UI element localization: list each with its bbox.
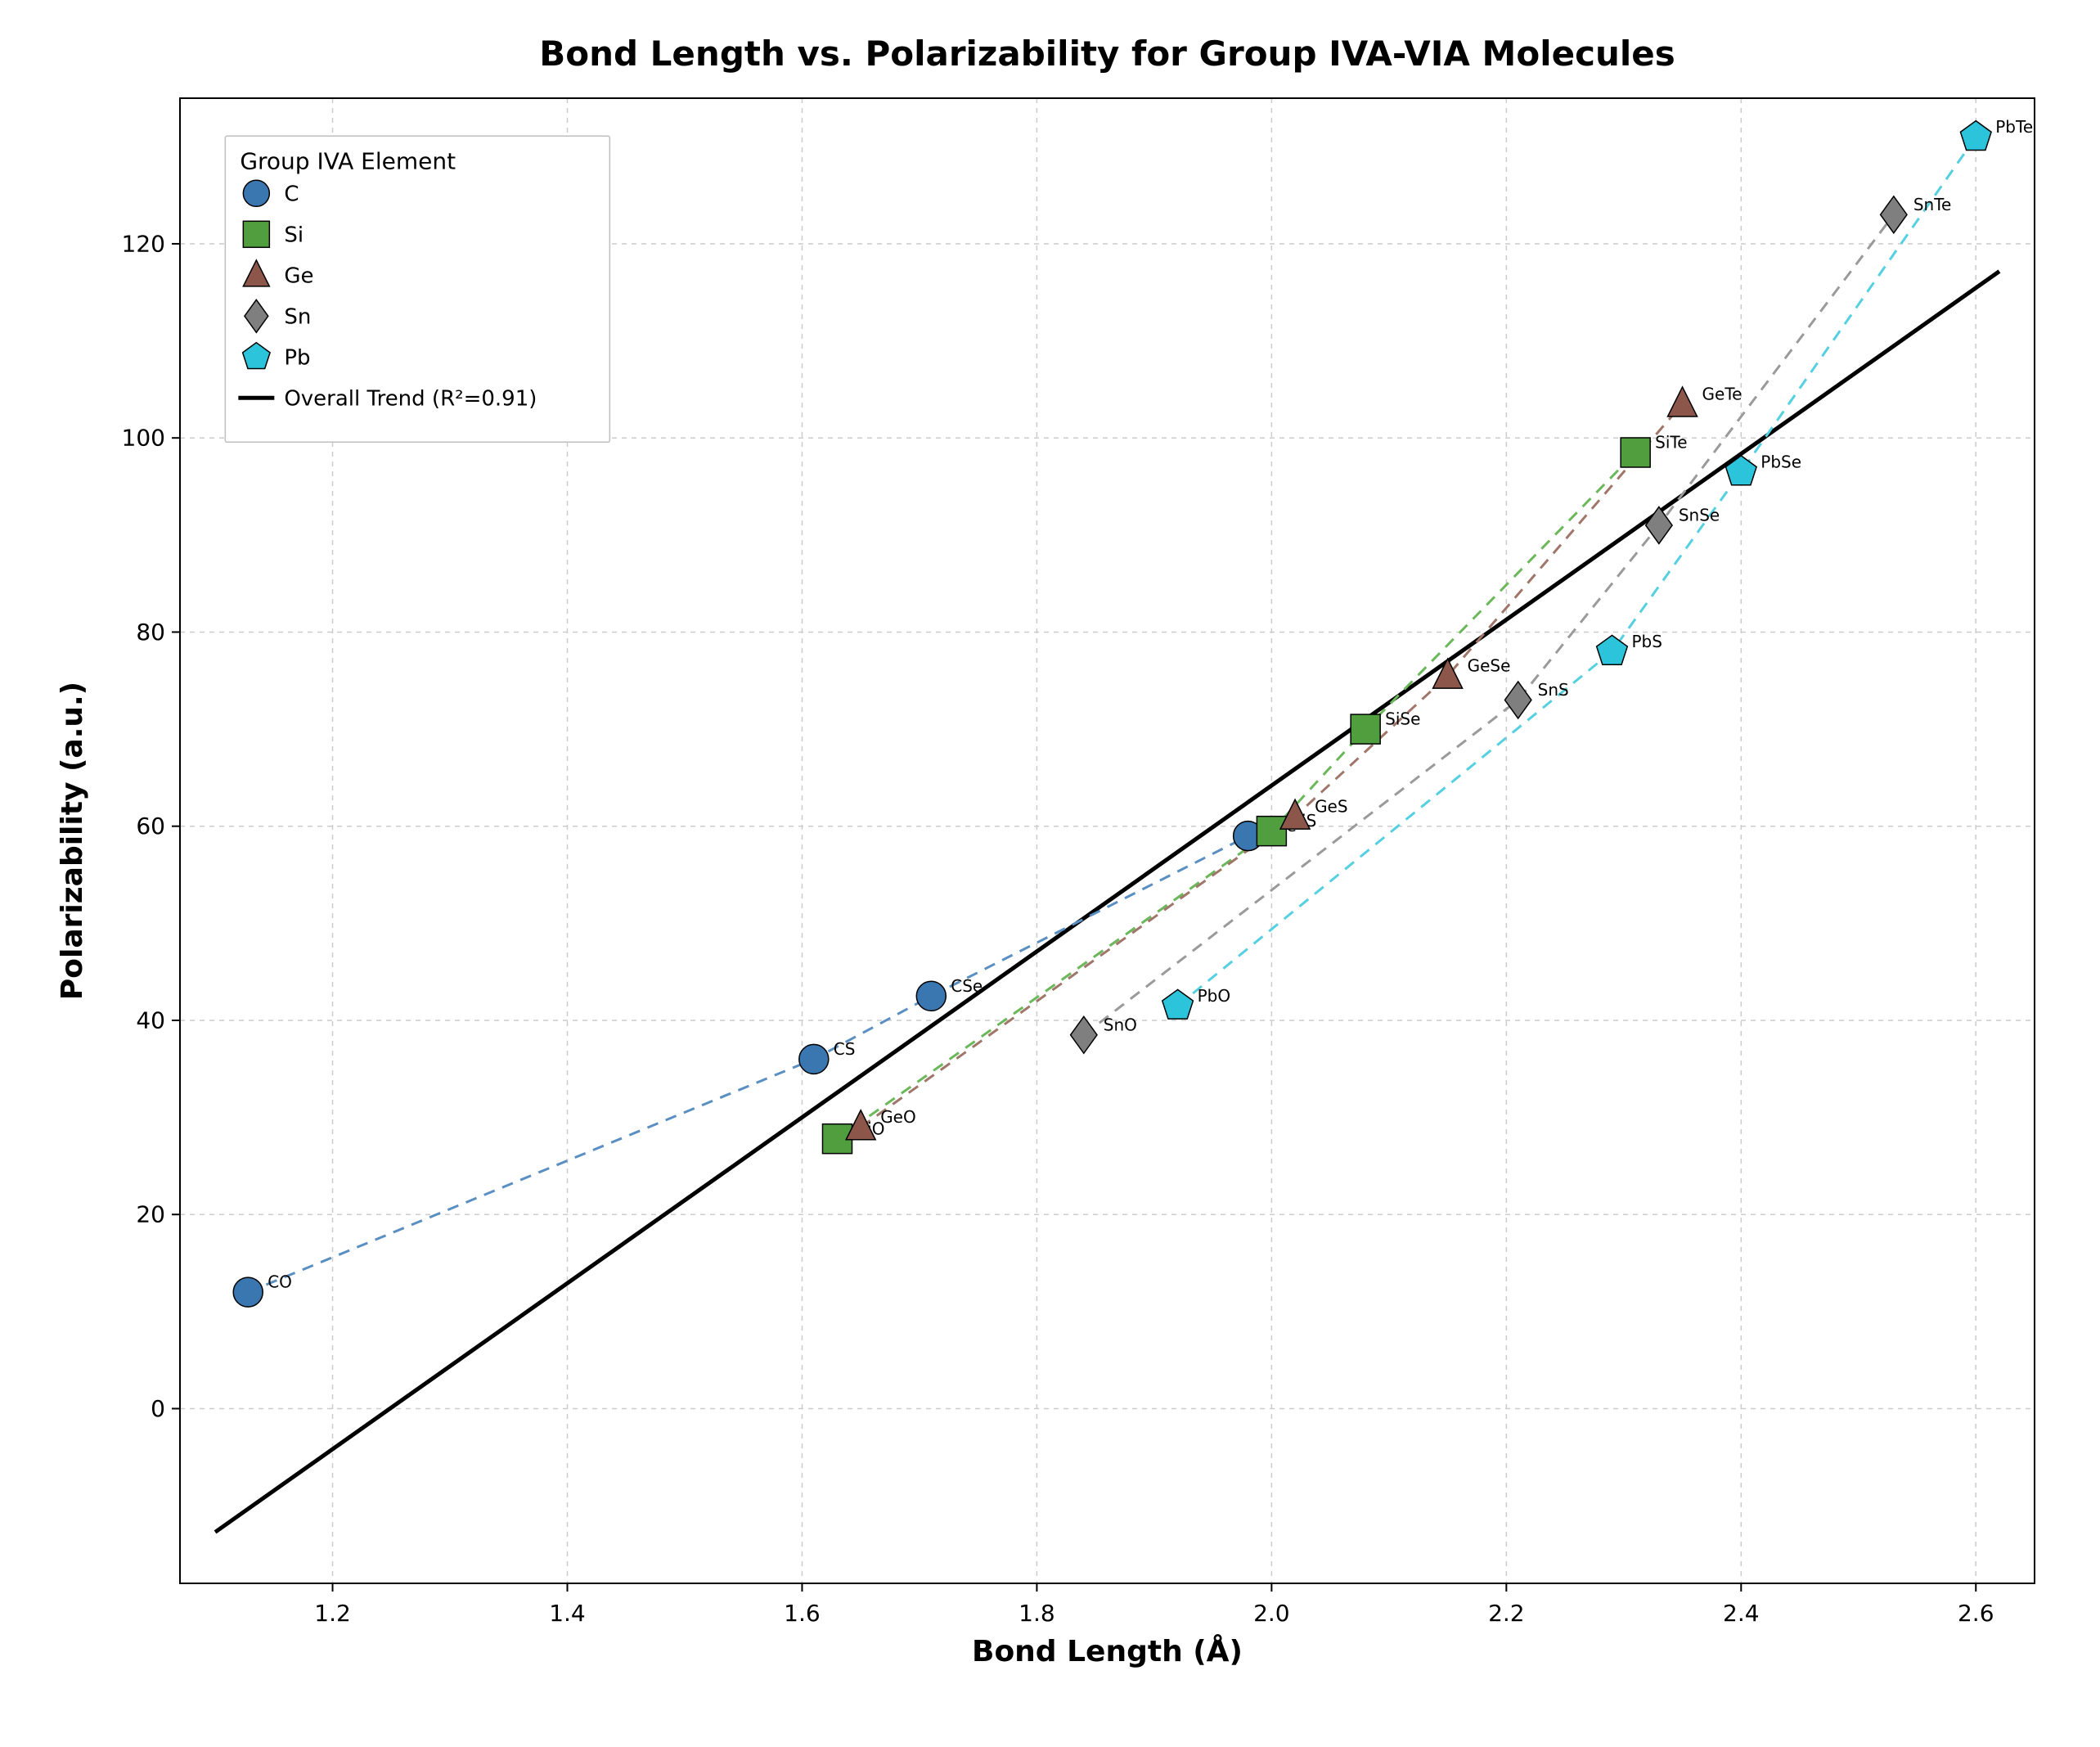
y-tick-label: 60	[136, 813, 165, 840]
point-label-SnTe: SnTe	[1913, 195, 1952, 214]
point-label-GeSe: GeSe	[1468, 655, 1511, 675]
x-tick-label: 2.6	[1958, 1600, 1994, 1627]
point-SiSe	[1351, 714, 1380, 744]
point-label-SnSe: SnSe	[1679, 506, 1720, 525]
point-label-SiTe: SiTe	[1655, 433, 1687, 453]
y-axis-label: Polarizability (a.u.)	[56, 682, 89, 1000]
legend-trend-label: Overall Trend (R²=0.91)	[284, 386, 537, 411]
legend-label-Pb: Pb	[284, 345, 310, 370]
x-tick-label: 2.4	[1723, 1600, 1760, 1627]
point-label-PbO: PbO	[1198, 986, 1231, 1006]
point-label-CO: CO	[268, 1272, 292, 1292]
x-axis-label: Bond Length (Å)	[972, 1634, 1243, 1668]
chart-title: Bond Length vs. Polarizability for Group…	[539, 34, 1675, 74]
legend-label-Ge: Ge	[284, 263, 313, 288]
legend-label-Si: Si	[284, 223, 304, 247]
point-SiS	[1257, 817, 1286, 846]
legend-marker-Si	[243, 221, 269, 247]
scatter-chart: 1.2 1.4 1.6 1.8 2.0 2.2 2.4 2.6 0 20 40 60 80 100 120 B…	[0, 0, 2100, 1747]
point-label-GeS: GeS	[1315, 796, 1348, 816]
x-tick-label: 1.4	[549, 1600, 586, 1627]
y-tick-label: 40	[136, 1006, 165, 1033]
y-tick-label: 20	[136, 1201, 165, 1228]
x-tick-label: 1.6	[784, 1600, 821, 1627]
point-label-CS: CS	[834, 1039, 856, 1059]
point-SiTe	[1621, 438, 1650, 467]
point-CO	[233, 1277, 263, 1307]
legend-title: Group IVA Element	[240, 147, 456, 174]
y-tick-label: 80	[136, 619, 165, 646]
x-tick-label: 2.0	[1253, 1600, 1290, 1627]
point-label-GeTe: GeTe	[1702, 384, 1743, 403]
chart-container: 1.2 1.4 1.6 1.8 2.0 2.2 2.4 2.6 0 20 40 60 80 100 120 B…	[0, 0, 2100, 1747]
point-label-CSe: CSe	[951, 976, 983, 996]
point-label-PbTe: PbTe	[1995, 117, 2033, 137]
point-CS	[799, 1044, 829, 1074]
x-tick-label: 2.2	[1488, 1600, 1525, 1627]
y-tick-label: 0	[151, 1395, 165, 1422]
point-label-GeO: GeO	[880, 1107, 916, 1127]
legend-label-Sn: Sn	[284, 304, 311, 329]
point-label-PbS: PbS	[1631, 632, 1662, 651]
x-tick-label: 1.8	[1019, 1600, 1055, 1627]
legend-label-C: C	[284, 182, 299, 206]
y-tick-label: 100	[122, 425, 165, 452]
legend-marker-C	[243, 180, 269, 206]
point-label-PbSe: PbSe	[1760, 452, 1801, 471]
y-tick-label: 120	[122, 230, 165, 257]
x-tick-label: 1.2	[314, 1600, 351, 1627]
point-CSe	[916, 981, 946, 1011]
point-label-SiSe: SiSe	[1385, 709, 1420, 729]
point-label-SnO: SnO	[1104, 1015, 1137, 1034]
point-label-SnS: SnS	[1538, 680, 1569, 700]
